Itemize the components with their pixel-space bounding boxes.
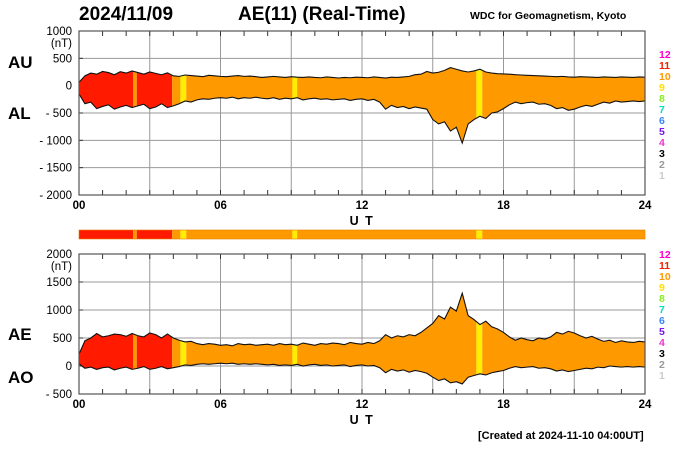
y-tick-label: 1000 xyxy=(46,305,72,317)
y-tick-label: 1000 xyxy=(46,26,72,38)
y-tick-label: - 1500 xyxy=(39,163,72,175)
series-label-lower: AO xyxy=(8,368,34,387)
x-tick-label: 00 xyxy=(73,399,86,411)
legend-item-12: 12 xyxy=(659,249,671,261)
series-label-upper: AE xyxy=(8,325,32,344)
y-tick-label: 0 xyxy=(66,361,72,373)
activity-colorbar xyxy=(78,229,646,240)
colorbar-segment xyxy=(186,230,293,239)
colorbar-segment xyxy=(136,230,173,239)
legend-item-3: 3 xyxy=(659,348,665,360)
activity-band xyxy=(476,67,483,144)
legend-item-10: 10 xyxy=(659,271,671,283)
legend-top: 12 11 10 9 8 7 6 5 4 3 2 1 xyxy=(659,50,671,182)
legend-item-7: 7 xyxy=(659,104,665,116)
legend-item-9: 9 xyxy=(659,82,665,94)
activity-band xyxy=(136,293,173,384)
lower-envelope-line xyxy=(78,362,646,385)
legend-item-1: 1 xyxy=(659,170,665,182)
y-tick-label: 500 xyxy=(53,333,72,345)
colorbar-segment xyxy=(133,230,137,239)
x-tick-label: 12 xyxy=(356,200,369,212)
colorbar-segment xyxy=(476,230,483,239)
colorbar-frame xyxy=(78,229,646,240)
x-axis-label: U T xyxy=(350,214,375,225)
y-tick-label: - 2000 xyxy=(39,190,72,202)
y-axis-unit: (nT) xyxy=(51,38,72,50)
colorbar-segment xyxy=(292,230,298,239)
colorbar-segment xyxy=(297,230,477,239)
y-tick-label: 0 xyxy=(66,81,72,93)
activity-band xyxy=(186,293,293,384)
activity-band xyxy=(133,293,137,384)
colorbar-segment xyxy=(482,230,645,239)
activity-band xyxy=(172,293,181,384)
legend-item-10: 10 xyxy=(659,71,671,83)
y-axis-unit: (nT) xyxy=(51,261,72,273)
legend-item-9: 9 xyxy=(659,282,665,294)
legend-item-5: 5 xyxy=(659,326,665,338)
series-label-upper: AU xyxy=(8,53,33,72)
upper-envelope-line xyxy=(78,67,646,83)
ae-ao-chart: 2000 1500 1000 500 0 - 500 (nT) 00 06 12 18 24 U T AE… xyxy=(8,249,652,427)
colorbar-segment xyxy=(79,230,134,239)
x-tick-label: 24 xyxy=(639,399,652,411)
legend-item-4: 4 xyxy=(659,137,665,149)
x-tick-label: 18 xyxy=(497,200,510,212)
legend-item-6: 6 xyxy=(659,315,665,327)
series-label-lower: AL xyxy=(8,104,31,123)
activity-band xyxy=(292,293,298,384)
legend-item-2: 2 xyxy=(659,359,665,371)
activity-band xyxy=(180,293,187,384)
credit-label: WDC for Geomagnetism, Kyoto xyxy=(470,10,627,22)
y-tick-label: 1500 xyxy=(46,277,72,289)
y-tick-label: - 1000 xyxy=(39,135,72,147)
activity-band xyxy=(476,293,483,384)
legend-item-5: 5 xyxy=(659,126,665,138)
legend-item-8: 8 xyxy=(659,93,665,105)
y-tick-label: - 500 xyxy=(46,389,72,401)
x-tick-label: 06 xyxy=(214,200,227,212)
activity-band xyxy=(482,293,645,384)
y-tick-label: - 500 xyxy=(46,108,72,120)
plot-frame xyxy=(78,30,646,196)
lower-envelope-line xyxy=(78,93,646,145)
y-tick-label: 500 xyxy=(53,53,72,65)
legend-item-2: 2 xyxy=(659,159,665,171)
x-tick-label: 06 xyxy=(214,399,227,411)
legend-item-11: 11 xyxy=(659,260,671,272)
x-axis-label: U T xyxy=(350,413,375,427)
chart-date: 2024/11/09 xyxy=(79,4,174,25)
activity-band xyxy=(297,293,477,384)
x-tick-label: 12 xyxy=(356,399,369,411)
activity-band xyxy=(133,67,137,144)
legend-item-1: 1 xyxy=(659,370,665,382)
x-tick-label: 24 xyxy=(639,200,652,212)
legend-item-12: 12 xyxy=(659,49,671,61)
x-tick-label: 18 xyxy=(497,399,510,411)
page-title: AE(11) (Real-Time) xyxy=(238,4,406,25)
y-tick-label: 2000 xyxy=(46,249,72,261)
legend-item-11: 11 xyxy=(659,60,671,72)
legend-bottom: 12 11 10 9 8 7 6 5 4 3 2 1 xyxy=(659,250,671,382)
created-timestamp: [Created at 2024-11-10 04:00UT] xyxy=(478,430,644,442)
legend-item-7: 7 xyxy=(659,304,665,316)
legend-item-6: 6 xyxy=(659,115,665,127)
colorbar-segment xyxy=(172,230,181,239)
legend-item-8: 8 xyxy=(659,293,665,305)
upper-envelope-line xyxy=(78,291,646,355)
activity-band xyxy=(79,293,134,384)
colorbar-segment xyxy=(180,230,187,239)
legend-item-3: 3 xyxy=(659,148,665,160)
plot-frame xyxy=(78,253,646,395)
x-tick-label: 00 xyxy=(73,200,86,212)
au-al-chart: 1000 500 0 - 500 - 1000 - 1500 - 2000 (nT) 00 06 1… xyxy=(8,26,652,225)
legend-item-4: 4 xyxy=(659,337,665,349)
